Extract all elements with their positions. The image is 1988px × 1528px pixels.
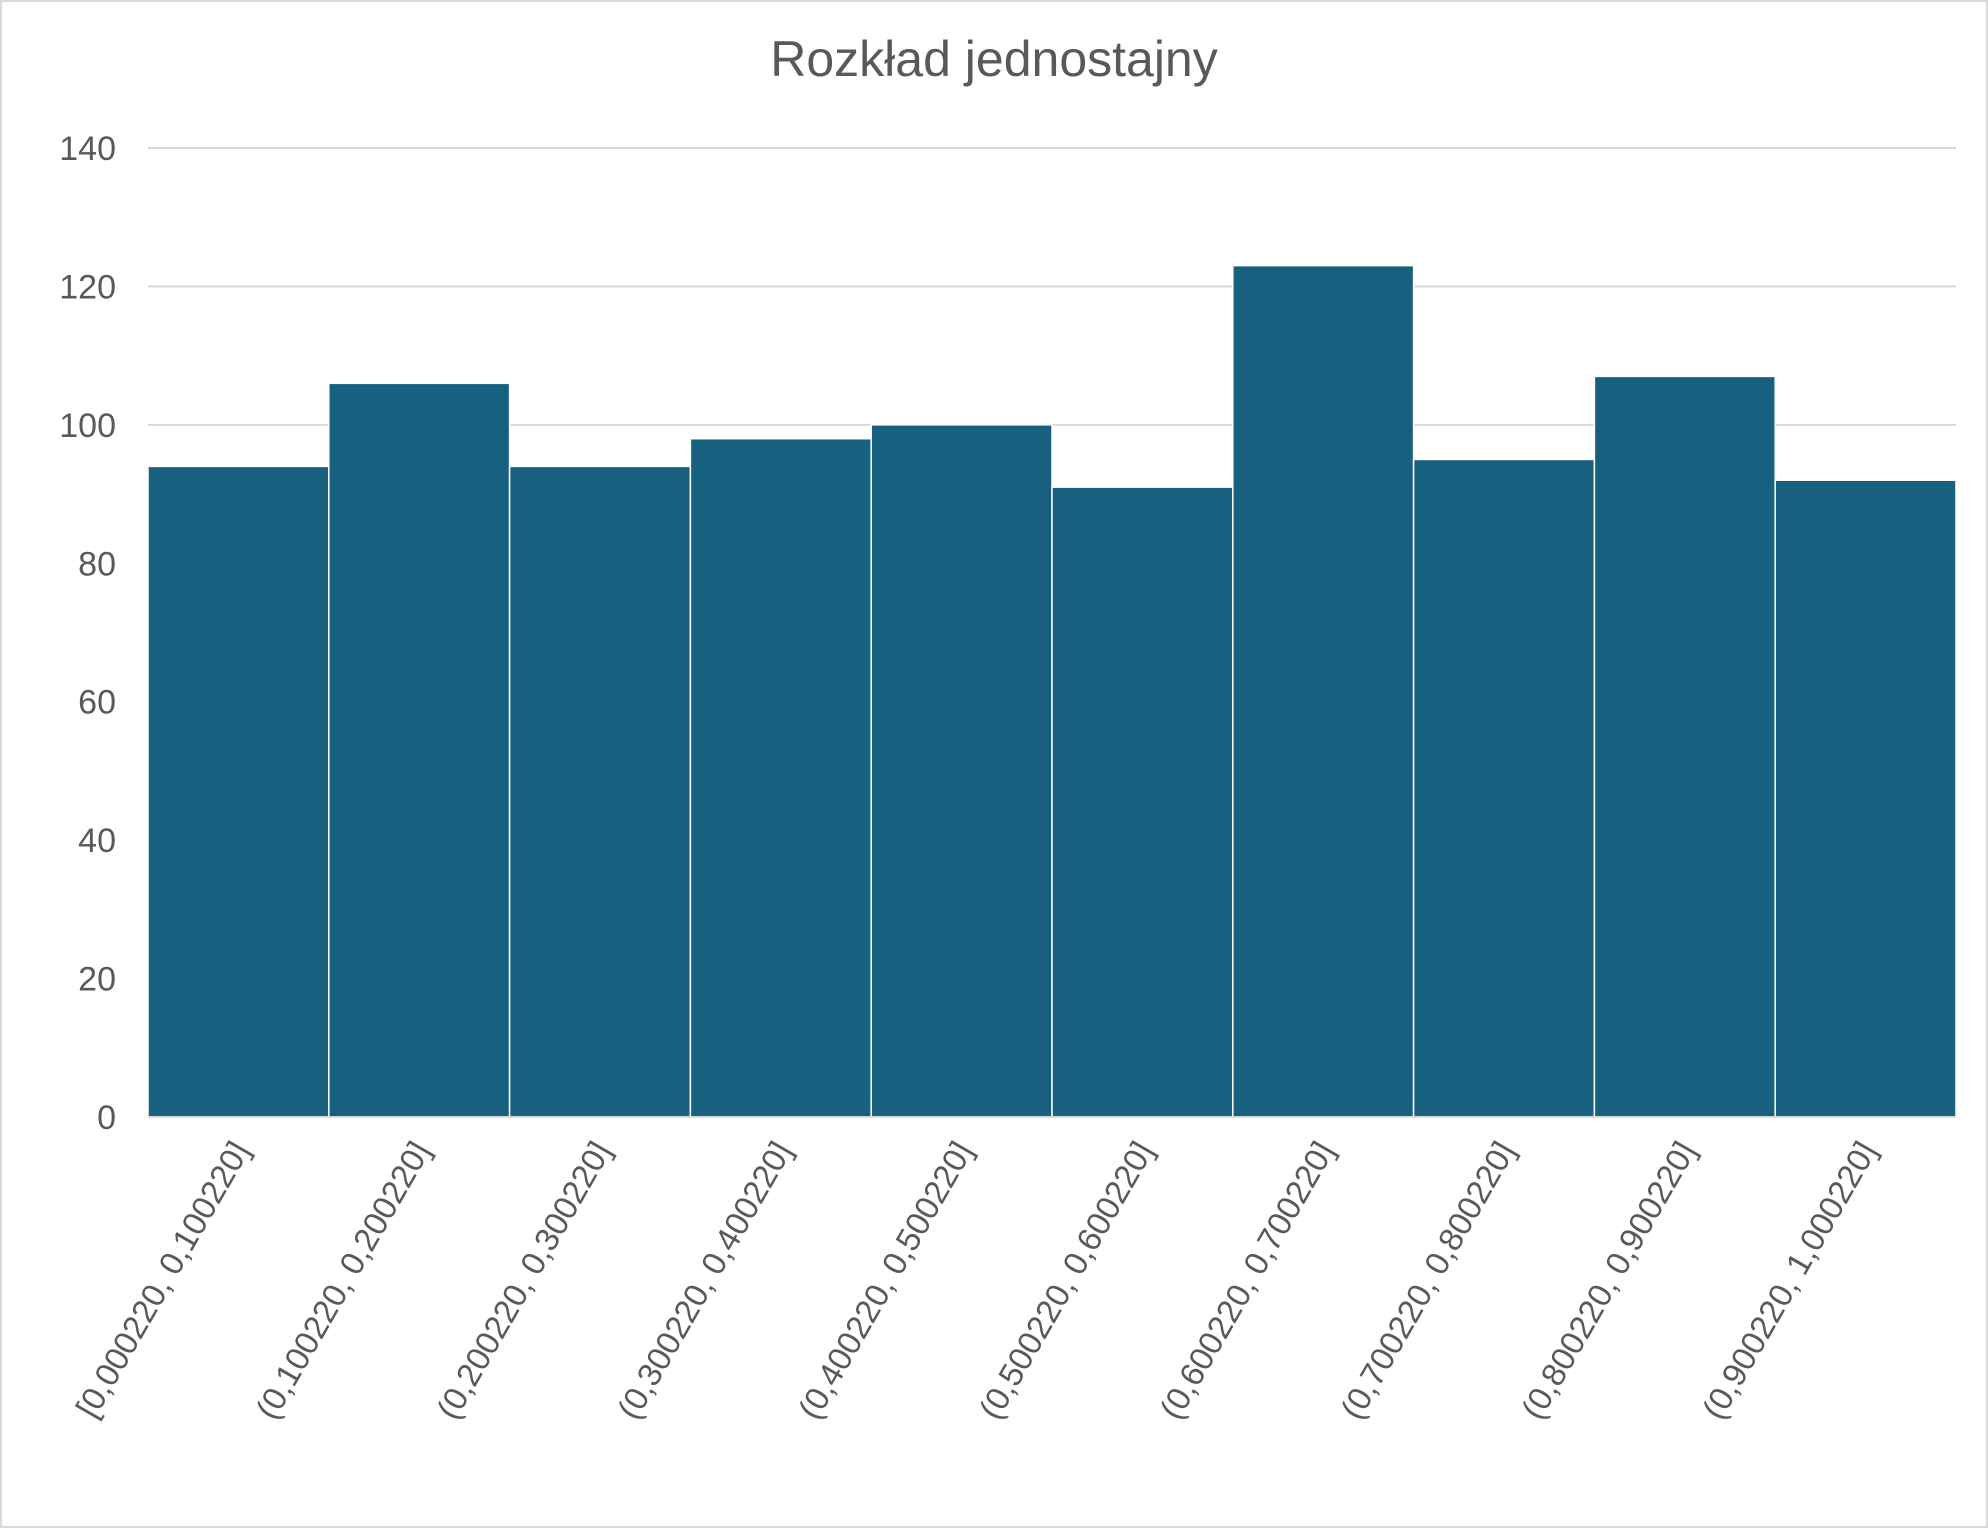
bar [508,465,692,1118]
chart-title: Rozkład jednostajny [770,31,1218,87]
x-category-label: (0,300220, 0,400220] [610,1135,799,1425]
y-tick-label: 60 [78,684,116,722]
bar [689,437,872,1118]
y-axis-tick-labels: 0 20 40 60 80 100 120 140 [59,130,116,1137]
bar [147,465,330,1118]
bar [1774,479,1957,1118]
x-category-label: (0,700220, 0,800220] [1333,1135,1522,1425]
y-tick-label: 140 [59,130,116,168]
x-category-label: (0,400220, 0,500220] [791,1135,980,1425]
y-tick-label: 80 [78,545,116,583]
x-category-label: (0,100220, 0,200220] [248,1135,437,1425]
bar [1051,486,1234,1118]
x-category-label: (0,900220, 1,000220] [1695,1135,1884,1425]
y-tick-label: 100 [59,407,116,445]
y-tick-label: 20 [78,961,116,999]
bar [1412,458,1596,1118]
bar [870,424,1053,1118]
x-category-label: (0,600220, 0,700220] [1152,1135,1341,1425]
x-category-label: [0,000220, 0,100220] [68,1135,256,1424]
x-axis-category-labels: [0,000220, 0,100220](0,100220, 0,200220]… [68,1135,1883,1425]
bar [1232,264,1415,1118]
bar [1593,375,1776,1118]
y-tick-label: 40 [78,822,116,860]
bar [328,382,511,1118]
y-tick-label: 0 [97,1099,116,1137]
x-category-label: (0,500220, 0,600220] [972,1135,1161,1425]
bars [147,264,1957,1118]
y-tick-label: 120 [59,268,116,306]
x-category-label: (0,200220, 0,300220] [429,1135,618,1425]
x-category-label: (0,800220, 0,900220] [1514,1135,1703,1425]
